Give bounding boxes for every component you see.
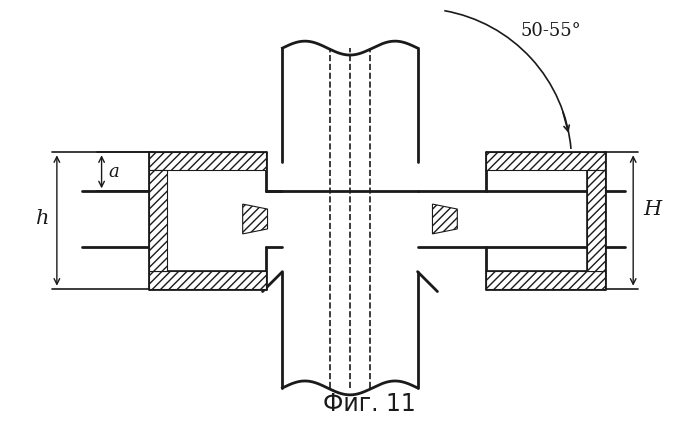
Polygon shape: [433, 204, 457, 234]
Text: H: H: [643, 200, 661, 218]
Polygon shape: [150, 153, 266, 170]
Polygon shape: [587, 170, 605, 271]
Polygon shape: [486, 153, 605, 170]
Polygon shape: [150, 170, 167, 271]
Text: 50‑55°: 50‑55°: [521, 22, 582, 40]
Polygon shape: [243, 204, 268, 234]
Polygon shape: [486, 271, 605, 288]
Polygon shape: [150, 271, 266, 288]
Text: a: a: [108, 163, 120, 181]
Text: h: h: [36, 209, 50, 229]
Text: Фиг. 11: Фиг. 11: [324, 392, 416, 416]
